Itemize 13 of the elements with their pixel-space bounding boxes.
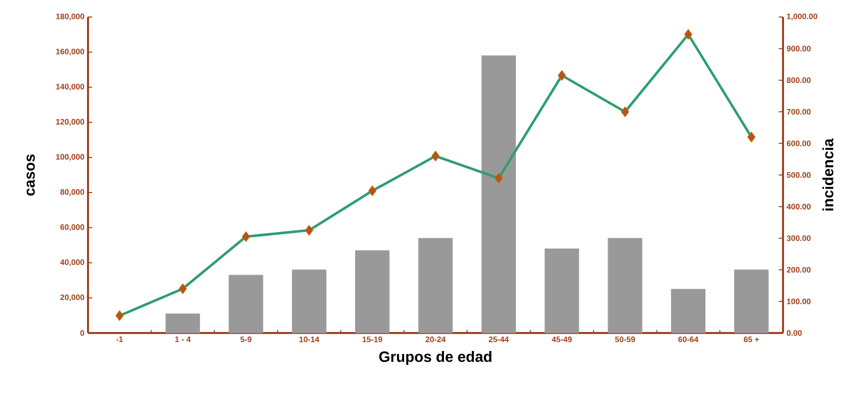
- bar: [292, 270, 326, 334]
- bar: [671, 288, 706, 334]
- y2-axis-title: incidencia: [822, 138, 834, 210]
- bar: [544, 248, 580, 334]
- bar: [355, 250, 390, 334]
- bar: [481, 55, 516, 334]
- x-axis-title: Grupos de edad: [379, 351, 492, 365]
- bar: [166, 313, 200, 334]
- bar: [418, 238, 453, 334]
- y-axis-title: casos: [26, 154, 35, 196]
- bar: [228, 274, 264, 334]
- bar: [608, 238, 642, 334]
- bar: [734, 270, 769, 334]
